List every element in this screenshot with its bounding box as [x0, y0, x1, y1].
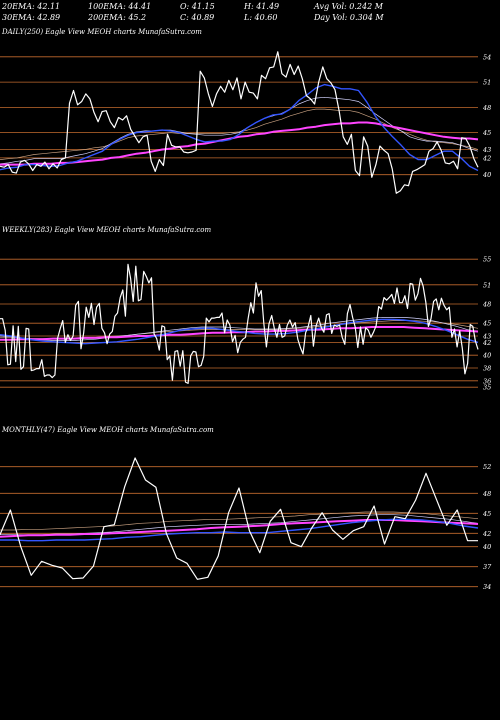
ema-slow-line	[0, 511, 479, 531]
price-line	[0, 51, 479, 194]
header-avg-vol: Avg Vol: 0.242 M	[314, 2, 383, 11]
header-low: L: 40.60	[244, 13, 278, 22]
y-tick-label: 45	[482, 320, 491, 328]
ema-mid-line	[0, 317, 479, 341]
y-tick-label: 36	[483, 377, 491, 385]
daily-chart-title: DAILY(250) Eagle View MEOH charts Munafa…	[2, 28, 202, 36]
ema-long-line	[0, 121, 479, 166]
ema-slow-line	[0, 108, 479, 160]
indicator-header: 20EMA: 42.11 100EMA: 44.41 O: 41.15 H: 4…	[2, 2, 498, 24]
y-tick-label: 34	[483, 583, 491, 591]
y-tick-label: 35	[483, 384, 491, 392]
price-line	[0, 263, 479, 384]
y-tick-label: 40	[482, 543, 491, 551]
ema-long-line	[0, 519, 479, 538]
price-line	[0, 457, 478, 580]
ema-fast-line	[0, 518, 479, 542]
y-tick-label: 37	[483, 563, 492, 571]
y-tick-label: 55	[483, 256, 491, 264]
weekly-chart-title: WEEKLY(283) Eagle View MEOH charts Munaf…	[2, 226, 212, 234]
header-200ema: 200EMA: 45.2	[88, 13, 147, 22]
y-tick-label: 45	[482, 510, 491, 518]
ema-fast-line	[0, 83, 479, 172]
y-tick-label: 43	[482, 146, 491, 154]
header-close: C: 40.89	[180, 13, 215, 22]
header-high: H: 41.49	[244, 2, 280, 11]
y-tick-label: 38	[483, 365, 491, 373]
y-tick-label: 40	[482, 171, 491, 179]
y-tick-label: 48	[482, 104, 491, 112]
y-tick-label: 42	[482, 339, 491, 347]
y-tick-label: 51	[483, 281, 491, 289]
monthly-chart-title: MONTHLY(47) Eagle View MEOH charts Munaf…	[2, 426, 214, 434]
y-tick-label: 43	[482, 333, 491, 341]
header-30ema: 30EMA: 42.89	[2, 13, 61, 22]
header-20ema: 20EMA: 42.11	[2, 2, 61, 11]
ema-mid-line	[0, 96, 479, 165]
ema-fast-line	[0, 318, 479, 345]
y-tick-label: 51	[483, 79, 491, 87]
header-100ema: 100EMA: 44.41	[88, 2, 152, 11]
y-tick-label: 54	[483, 53, 491, 61]
y-tick-label: 48	[482, 301, 491, 309]
y-tick-label: 48	[482, 490, 491, 498]
y-tick-label: 45	[482, 129, 491, 137]
y-tick-label: 40	[482, 352, 491, 360]
header-day-vol: Day Vol: 0.304 M	[314, 13, 384, 22]
monthly-chart: 52 48 45 42 40 37 34	[0, 457, 492, 591]
y-tick-label: 42	[482, 530, 491, 538]
y-tick-label: 52	[483, 463, 491, 471]
header-open: O: 41.15	[180, 2, 215, 11]
y-tick-label: 42	[482, 154, 491, 162]
